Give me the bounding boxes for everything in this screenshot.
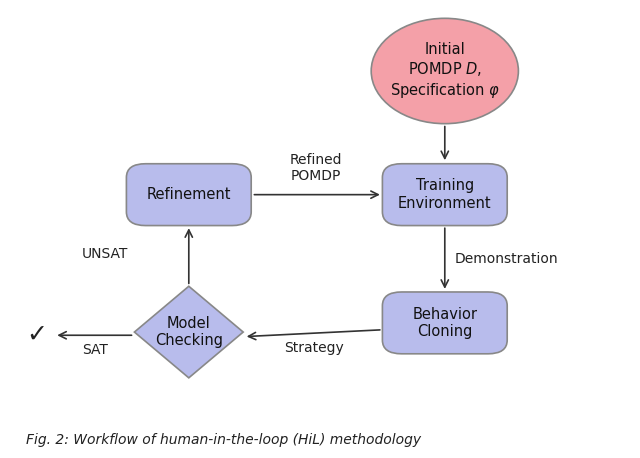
Text: Behavior
Cloning: Behavior Cloning (412, 307, 477, 339)
FancyBboxPatch shape (127, 164, 251, 226)
Text: ✓: ✓ (27, 322, 47, 346)
Ellipse shape (371, 18, 518, 124)
Polygon shape (134, 286, 243, 378)
Text: Initial
POMDP $D$,
Specification $\varphi$: Initial POMDP $D$, Specification $\varph… (390, 42, 500, 100)
Text: Refinement: Refinement (147, 187, 231, 202)
FancyBboxPatch shape (383, 292, 507, 354)
Text: Fig. 2: Workflow of human-in-the-loop (HiL) methodology: Fig. 2: Workflow of human-in-the-loop (H… (26, 432, 420, 447)
Text: SAT: SAT (82, 343, 108, 357)
Text: Demonstration: Demonstration (454, 252, 558, 266)
Text: Strategy: Strategy (284, 341, 344, 355)
Text: Refined
POMDP: Refined POMDP (289, 153, 342, 183)
Text: Training
Environment: Training Environment (398, 179, 492, 211)
Text: UNSAT: UNSAT (82, 247, 128, 261)
FancyBboxPatch shape (383, 164, 507, 226)
Text: Model
Checking: Model Checking (155, 316, 223, 348)
